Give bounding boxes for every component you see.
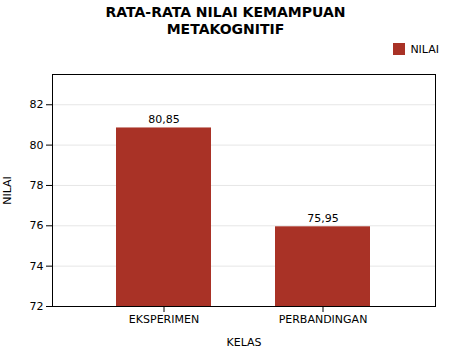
svg-text:76: 76 — [30, 219, 44, 232]
svg-text:74: 74 — [30, 260, 44, 273]
svg-text:82: 82 — [30, 98, 44, 111]
svg-text:72: 72 — [30, 300, 44, 313]
svg-text:78: 78 — [30, 179, 44, 192]
svg-text:KELAS: KELAS — [226, 336, 261, 349]
svg-text:PERBANDINGAN: PERBANDINGAN — [279, 313, 368, 326]
svg-text:80: 80 — [30, 139, 44, 152]
html-text:RATA-RATA NILAI KEMAMPUAN META: RATA-RATA NILAI KEMAMPUAN METAKOGNITIF — [105, 4, 346, 37]
svg-text:75,95: 75,95 — [307, 212, 339, 225]
svg-text:80,85: 80,85 — [148, 113, 180, 126]
svg-text:EKSPERIMEN: EKSPERIMEN — [129, 313, 199, 326]
svg-text:NILAI: NILAI — [1, 176, 14, 205]
html-text:NILAI: NILAI — [410, 42, 439, 56]
